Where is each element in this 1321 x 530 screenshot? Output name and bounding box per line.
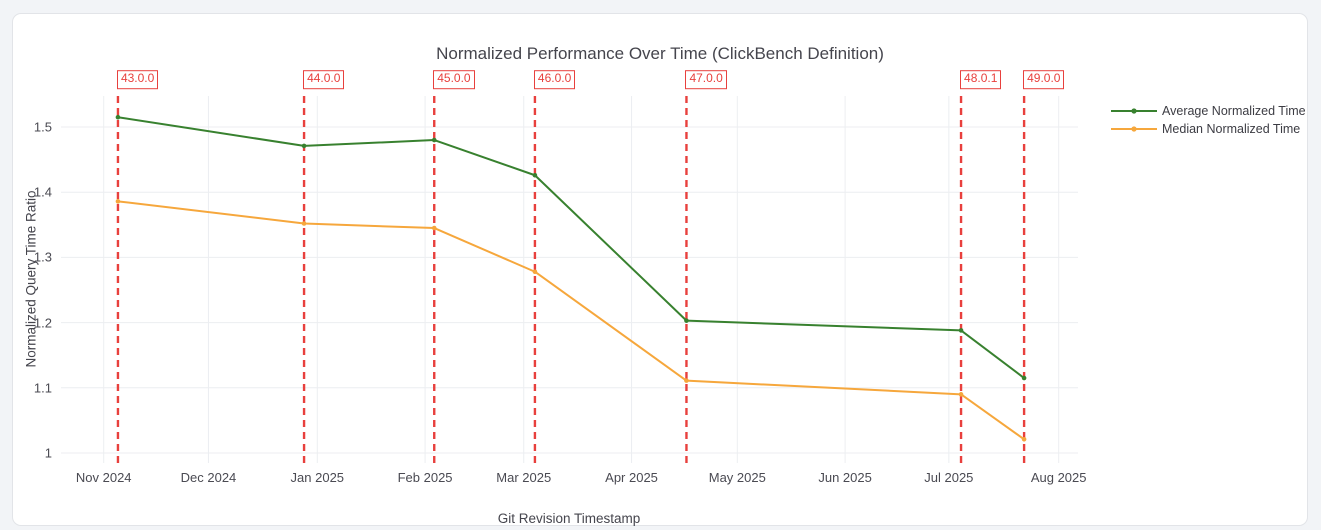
legend-label: Median Normalized Time [1162,122,1301,136]
average-series-point-0 [115,114,121,120]
release-label-46.0.0: 46.0.0 [533,70,576,89]
plot-area[interactable]: 43.0.0 44.0.0 45.0.0 46.0.0 47.0.0 48.0.1 49.0… [34,70,1087,485]
release-label-49.0.0: 49.0.0 [1023,70,1065,89]
average-series-point-6 [1021,375,1027,381]
release-label-44.0.0: 44.0.0 [303,70,345,89]
legend-item-average[interactable]: Average Normalized Time [1111,104,1306,118]
average-series-point-4 [684,318,689,323]
y-tick-label-2: 1.2 [33,315,52,331]
chart-title: Normalized Performance Over Time (ClickB… [436,44,884,63]
release-label-43.0.0: 43.0.0 [116,70,159,89]
y-tick-label-4: 1.4 [33,184,52,200]
x-tick-label-9: Aug 2025 [1030,470,1087,485]
legend-line-sample-icon [1111,108,1157,114]
y-tick-label-3: 1.3 [33,249,52,265]
average-series-point-5 [958,328,964,333]
x-tick-label-5: Apr 2025 [605,470,658,485]
x-tick-label-2: Jan 2025 [290,470,345,485]
release-label-47.0.0: 47.0.0 [685,70,727,89]
median-series-point-0 [115,199,121,204]
median-series-point-6 [1021,437,1027,442]
x-tick-label-0: Nov 2024 [75,470,132,485]
median-series-point-3 [532,269,538,275]
y-tick-label-0: 1 [44,445,52,461]
release-label-48.0.1: 48.0.1 [960,70,1002,89]
x-tick-label-7: Jun 2025 [818,470,872,485]
average-series-point-1 [301,143,307,149]
legend-label: Average Normalized Time [1162,104,1306,118]
average-series-line [117,116,1025,379]
median-series-point-2 [431,225,437,231]
median-series-line [117,200,1025,441]
chart-card: Normalized Performance Over Time (ClickB… [12,13,1308,526]
median-series-point-4 [684,378,689,383]
x-tick-label-3: Feb 2025 [397,470,453,485]
plot-canvas [61,96,1078,463]
x-tick-label-1: Dec 2024 [180,470,237,485]
x-axis-title: Git Revision Timestamp [497,511,641,526]
legend-line-sample-icon [1111,126,1157,132]
x-tick-label-8: Jul 2025 [924,470,974,485]
average-series-point-2 [431,137,437,143]
x-tick-label-6: May 2025 [708,470,766,485]
x-tick-label-4: Mar 2025 [496,470,552,485]
y-tick-label-5: 1.5 [33,119,52,135]
y-tick-label-1: 1.1 [33,380,52,396]
median-series-point-1 [301,221,307,226]
median-series-point-5 [958,392,964,397]
legend: Average Normalized Time Median Normalized… [1111,104,1306,136]
y-axis-title: Normalized Query Time Ratio [23,190,39,368]
release-label-45.0.0: 45.0.0 [433,70,475,89]
average-series-point-3 [532,172,538,178]
legend-item-median[interactable]: Median Normalized Time [1111,122,1306,136]
